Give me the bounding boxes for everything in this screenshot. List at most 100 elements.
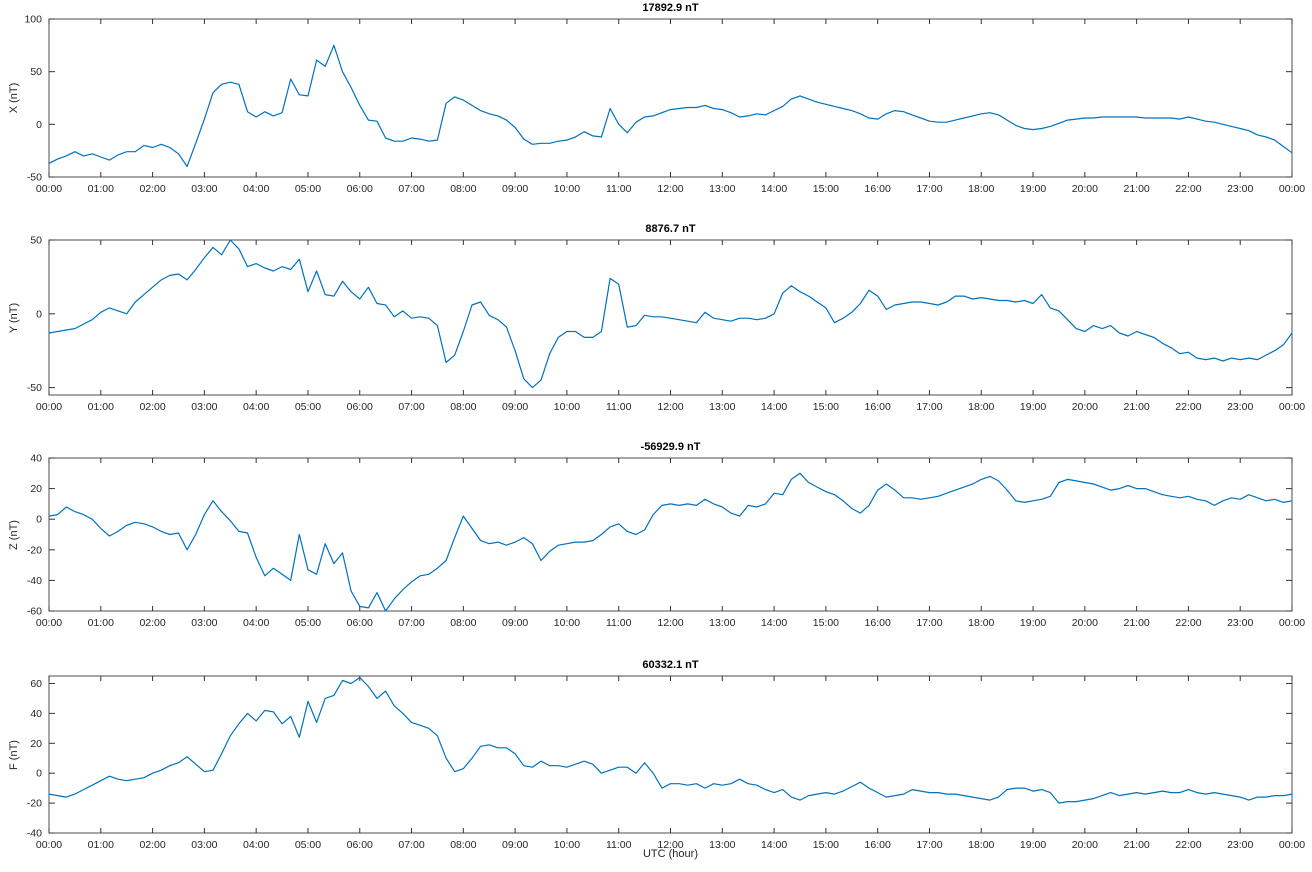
x-tick-label: 02:00 <box>139 617 165 629</box>
x-tick-label: 04:00 <box>243 617 269 629</box>
axes-box <box>48 675 1293 834</box>
panel-title-x: 17892.9 nT <box>642 2 699 14</box>
series-line <box>48 676 1293 804</box>
y-tick-label: -50 <box>27 382 42 394</box>
x-tick-label: 05:00 <box>295 401 321 413</box>
x-tick-label: 10:00 <box>554 617 580 629</box>
x-tick-label: 23:00 <box>1227 617 1253 629</box>
x-tick-label: 09:00 <box>502 617 528 629</box>
axes-box <box>48 239 1293 396</box>
y-tick-label: -40 <box>27 575 42 587</box>
x-tick-label: 13:00 <box>709 401 735 413</box>
x-tick-label: 11:00 <box>606 183 632 195</box>
x-tick-label: 23:00 <box>1227 839 1253 851</box>
panel-title-y: 8876.7 nT <box>645 223 696 235</box>
x-axis-label: UTC (hour) <box>642 848 698 860</box>
y-tick-label: 20 <box>30 738 42 750</box>
x-tick-label: 05:00 <box>295 183 321 195</box>
y-tick-label: 40 <box>30 708 42 720</box>
x-tick-label: 10:00 <box>554 183 580 195</box>
x-tick-label: 20:00 <box>1072 617 1098 629</box>
x-tick-label: 21:00 <box>1123 183 1149 195</box>
y-tick-label: 60 <box>30 678 42 690</box>
x-tick-label: 22:00 <box>1175 617 1201 629</box>
panel-title-z: -56929.9 nT <box>640 441 701 453</box>
x-tick-label: 19:00 <box>1020 401 1046 413</box>
x-tick-label: 10:00 <box>554 839 580 851</box>
x-tick-label: 22:00 <box>1175 839 1201 851</box>
x-tick-label: 06:00 <box>347 617 373 629</box>
x-tick-label: 15:00 <box>813 401 839 413</box>
y-tick-label: -20 <box>27 798 42 810</box>
y-tick-label: 50 <box>30 66 42 78</box>
x-tick-label: 19:00 <box>1020 183 1046 195</box>
x-tick-label: 06:00 <box>347 839 373 851</box>
y-tick-label: -50 <box>27 172 42 184</box>
panel-f: 00:00 01:00 02:00 03:00 04:00 05:00 06:00 07:00… <box>27 675 1305 851</box>
x-tick-label: 07:00 <box>398 839 424 851</box>
x-tick-label: 04:00 <box>243 401 269 413</box>
axes-box <box>48 457 1293 612</box>
x-tick-label: 18:00 <box>968 617 994 629</box>
series-line <box>48 472 1293 612</box>
x-tick-label: 06:00 <box>347 183 373 195</box>
x-tick-label: 00:00 <box>1279 401 1305 413</box>
x-tick-label: 18:00 <box>968 839 994 851</box>
x-tick-label: 19:00 <box>1020 839 1046 851</box>
x-tick-label: 22:00 <box>1175 401 1201 413</box>
x-tick-label: 01:00 <box>88 401 114 413</box>
x-tick-label: 13:00 <box>709 617 735 629</box>
x-tick-label: 11:00 <box>606 401 632 413</box>
y-tick-label: -60 <box>27 606 42 618</box>
y-tick-label: -40 <box>27 828 42 840</box>
x-tick-label: 11:00 <box>606 617 632 629</box>
x-tick-label: 12:00 <box>657 401 683 413</box>
x-tick-label: 20:00 <box>1072 401 1098 413</box>
x-tick-label: 14:00 <box>761 401 787 413</box>
y-tick-label: 0 <box>36 119 42 131</box>
y-tick-label: -20 <box>27 544 42 556</box>
x-tick-label: 08:00 <box>450 401 476 413</box>
x-tick-label: 13:00 <box>709 839 735 851</box>
panel-z: 00:00 01:00 02:00 03:00 04:00 05:00 06:00 07:00… <box>27 453 1305 630</box>
x-tick-label: 02:00 <box>139 183 165 195</box>
x-tick-label: 00:00 <box>1279 183 1305 195</box>
x-tick-label: 08:00 <box>450 617 476 629</box>
y-axis-label-f: F (nT) <box>8 740 20 770</box>
x-tick-label: 13:00 <box>709 183 735 195</box>
x-tick-label: 09:00 <box>502 839 528 851</box>
x-tick-label: 08:00 <box>450 839 476 851</box>
x-tick-label: 14:00 <box>761 183 787 195</box>
x-tick-label: 07:00 <box>398 401 424 413</box>
y-tick-label: 40 <box>30 453 42 465</box>
x-tick-label: 17:00 <box>916 839 942 851</box>
panel-title-f: 60332.1 nT <box>642 659 699 671</box>
x-tick-label: 14:00 <box>761 839 787 851</box>
x-tick-label: 20:00 <box>1072 183 1098 195</box>
y-tick-label: 0 <box>36 514 42 526</box>
x-tick-label: 22:00 <box>1175 183 1201 195</box>
x-tick-label: 16:00 <box>865 401 891 413</box>
x-tick-label: 17:00 <box>916 617 942 629</box>
x-tick-label: 05:00 <box>295 617 321 629</box>
x-tick-label: 07:00 <box>398 617 424 629</box>
x-tick-label: 12:00 <box>657 617 683 629</box>
y-tick-label: 0 <box>36 768 42 780</box>
x-tick-label: 21:00 <box>1123 839 1149 851</box>
x-tick-label: 11:00 <box>606 839 632 851</box>
x-tick-label: 16:00 <box>865 617 891 629</box>
x-tick-label: 12:00 <box>657 183 683 195</box>
x-tick-label: 08:00 <box>450 183 476 195</box>
x-tick-label: 14:00 <box>761 617 787 629</box>
x-tick-label: 19:00 <box>1020 617 1046 629</box>
x-tick-label: 04:00 <box>243 839 269 851</box>
x-tick-label: 23:00 <box>1227 401 1253 413</box>
x-tick-label: 00:00 <box>36 839 62 851</box>
y-tick-label: 20 <box>30 483 42 495</box>
panel-y: 00:00 01:00 02:00 03:00 04:00 05:00 06:00 07:00… <box>27 235 1305 414</box>
x-tick-label: 01:00 <box>88 839 114 851</box>
series-line <box>48 239 1293 389</box>
x-tick-label: 00:00 <box>36 617 62 629</box>
